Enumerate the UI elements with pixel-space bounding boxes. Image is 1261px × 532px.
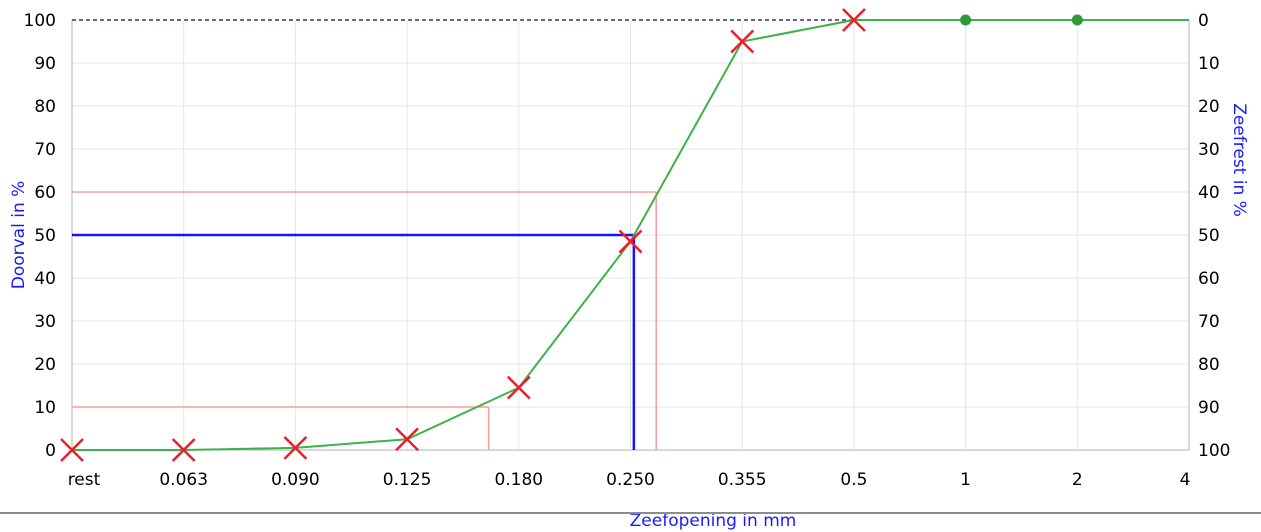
cross-stroke bbox=[842, 8, 866, 32]
y2-tick-label: 90 bbox=[1198, 398, 1220, 418]
x-axis-ticks: rest 0.063 0.090 0.125 0.180 0.250 0.355 0.5 1 2 4 bbox=[68, 470, 1191, 490]
y2-tick-label: 70 bbox=[1198, 312, 1220, 332]
y2-axis-title: Zeefrest in % bbox=[1229, 103, 1249, 217]
x-tick-label: 4 bbox=[1180, 470, 1191, 490]
left-axis-ticks: 0 10 20 30 40 50 60 70 80 90 100 bbox=[24, 11, 56, 461]
y-tick-label: 20 bbox=[34, 355, 56, 375]
y2-tick-label: 100 bbox=[1198, 441, 1230, 461]
x-tick-label: 0.090 bbox=[271, 470, 320, 490]
y-tick-label: 90 bbox=[34, 54, 56, 74]
y-tick-label: 0 bbox=[45, 441, 56, 461]
x-tick-label: 0.125 bbox=[383, 470, 432, 490]
data-point-cross bbox=[730, 29, 755, 54]
y-tick-label: 70 bbox=[34, 140, 56, 160]
y-tick-label: 50 bbox=[34, 226, 56, 246]
y2-tick-label: 50 bbox=[1198, 226, 1220, 246]
y-tick-label: 80 bbox=[34, 97, 56, 117]
panel-divider bbox=[0, 512, 1261, 514]
x-tick-label: 0.355 bbox=[718, 470, 767, 490]
data-point-cross bbox=[506, 375, 531, 400]
x-tick-label: 0.180 bbox=[494, 470, 543, 490]
y-tick-label: 60 bbox=[34, 183, 56, 203]
data-point-cross bbox=[395, 427, 419, 452]
data-point-dot bbox=[960, 14, 972, 26]
data-point-cross bbox=[842, 8, 866, 32]
y-tick-label: 100 bbox=[24, 11, 56, 31]
data-point-cross bbox=[283, 435, 308, 460]
x-tick-label: 2 bbox=[1072, 470, 1083, 490]
y2-tick-label: 30 bbox=[1198, 140, 1220, 160]
y2-tick-label: 60 bbox=[1198, 269, 1220, 289]
data-point-cross bbox=[618, 229, 643, 254]
y2-tick-label: 0 bbox=[1198, 11, 1209, 31]
y2-tick-label: 10 bbox=[1198, 54, 1220, 74]
x-tick-label: 0.5 bbox=[840, 470, 867, 490]
y-tick-label: 10 bbox=[34, 398, 56, 418]
y-tick-label: 30 bbox=[34, 312, 56, 332]
data-point-cross bbox=[60, 438, 84, 462]
y-tick-label: 40 bbox=[34, 269, 56, 289]
cross-stroke bbox=[506, 375, 531, 400]
cross-stroke bbox=[730, 29, 755, 54]
series-layer bbox=[60, 8, 1189, 462]
y2-tick-label: 40 bbox=[1198, 183, 1220, 203]
x-tick-label: 0.250 bbox=[606, 470, 655, 490]
x-axis-title: Zeefopening in mm bbox=[630, 511, 797, 531]
cross-stroke bbox=[283, 435, 308, 460]
x-tick-label: 1 bbox=[960, 470, 971, 490]
data-point-cross bbox=[171, 438, 196, 462]
x-tick-label: rest bbox=[68, 470, 101, 490]
cross-stroke bbox=[395, 427, 419, 452]
cross-stroke bbox=[618, 229, 643, 254]
data-point-dot bbox=[1071, 14, 1083, 26]
y2-tick-label: 80 bbox=[1198, 355, 1220, 375]
y2-tick-label: 20 bbox=[1198, 97, 1220, 117]
cross-stroke bbox=[171, 438, 196, 462]
x-tick-label: 0.063 bbox=[159, 470, 208, 490]
y-axis-title: Doorval in % bbox=[9, 181, 29, 290]
reference-lines bbox=[72, 191, 657, 450]
cross-stroke bbox=[60, 438, 84, 462]
